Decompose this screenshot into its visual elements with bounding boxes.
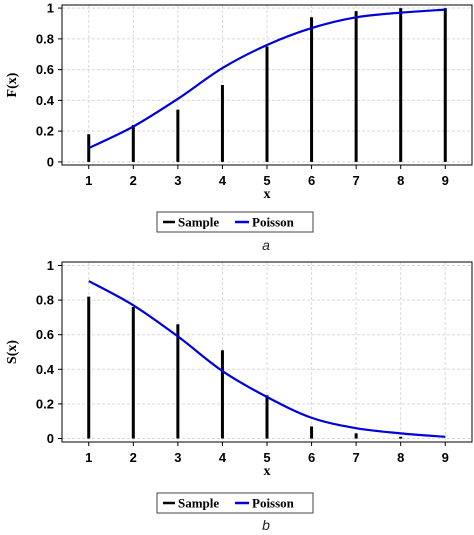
x-tick-label: 1 [85, 173, 92, 188]
y-tick-label: 0.6 [36, 327, 54, 342]
x-tick-label: 3 [174, 173, 181, 188]
chart-panel-a: 0 0.2 0.4 0.6 0.8 1 1 2 3 4 5 6 7 8 9 x F(x) Sample Poisso… [5, 1, 473, 253]
y-tick-label: 0.2 [36, 396, 54, 411]
x-tick-label: 4 [219, 450, 227, 465]
legend-label-sample: Sample [178, 496, 219, 511]
y-tick-label: 1 [47, 1, 54, 16]
x-tick-label: 4 [219, 173, 227, 188]
x-tick-label: 8 [397, 450, 404, 465]
x-tick-label: 5 [263, 173, 270, 188]
x-tick-label: 8 [397, 173, 404, 188]
x-tick-label: 6 [308, 450, 315, 465]
y-tick-label: 0.4 [36, 362, 55, 377]
x-tick-label: 2 [130, 450, 137, 465]
poisson-line [88, 8, 446, 150]
panel-caption: b [262, 517, 270, 533]
x-tick-label: 2 [130, 173, 137, 188]
x-axis-label: x [264, 464, 271, 479]
legend: Sample Poisson [156, 211, 314, 233]
y-tick-label: 0.6 [36, 62, 54, 77]
legend-label-poisson: Poisson [252, 215, 295, 230]
y-tick-label: 0.2 [36, 124, 54, 139]
chart-panel-b: 0 0.2 0.4 0.6 0.8 1 1 2 3 4 5 6 7 8 9 x S(x) Sample Poisso… [5, 258, 473, 533]
series-sample [87, 8, 447, 162]
x-tick-label: 7 [353, 450, 360, 465]
y-tick-label: 0.8 [36, 293, 54, 308]
x-tick-label: 9 [442, 450, 449, 465]
x-tick-label: 6 [308, 173, 315, 188]
x-tick-label: 1 [85, 450, 92, 465]
x-tick-label: 3 [174, 450, 181, 465]
x-tick-label: 9 [442, 173, 449, 188]
x-tick-label: 5 [263, 450, 270, 465]
y-axis-label: F(x) [5, 72, 20, 97]
y-tick-label: 0 [47, 431, 54, 446]
x-tick-label: 7 [353, 173, 360, 188]
y-tick-label: 0.4 [36, 93, 55, 108]
y-tick-label: 1 [47, 258, 54, 273]
panel-caption: a [262, 237, 270, 253]
y-tick-label: 0.8 [36, 31, 54, 46]
y-tick-label: 0 [47, 154, 54, 169]
poisson-line [88, 280, 446, 438]
y-axis-label: S(x) [5, 340, 20, 364]
x-axis-label: x [264, 187, 271, 202]
series-sample [87, 296, 403, 439]
legend-label-poisson: Poisson [252, 496, 295, 511]
legend-label-sample: Sample [178, 215, 219, 230]
legend: Sample Poisson [156, 492, 314, 514]
